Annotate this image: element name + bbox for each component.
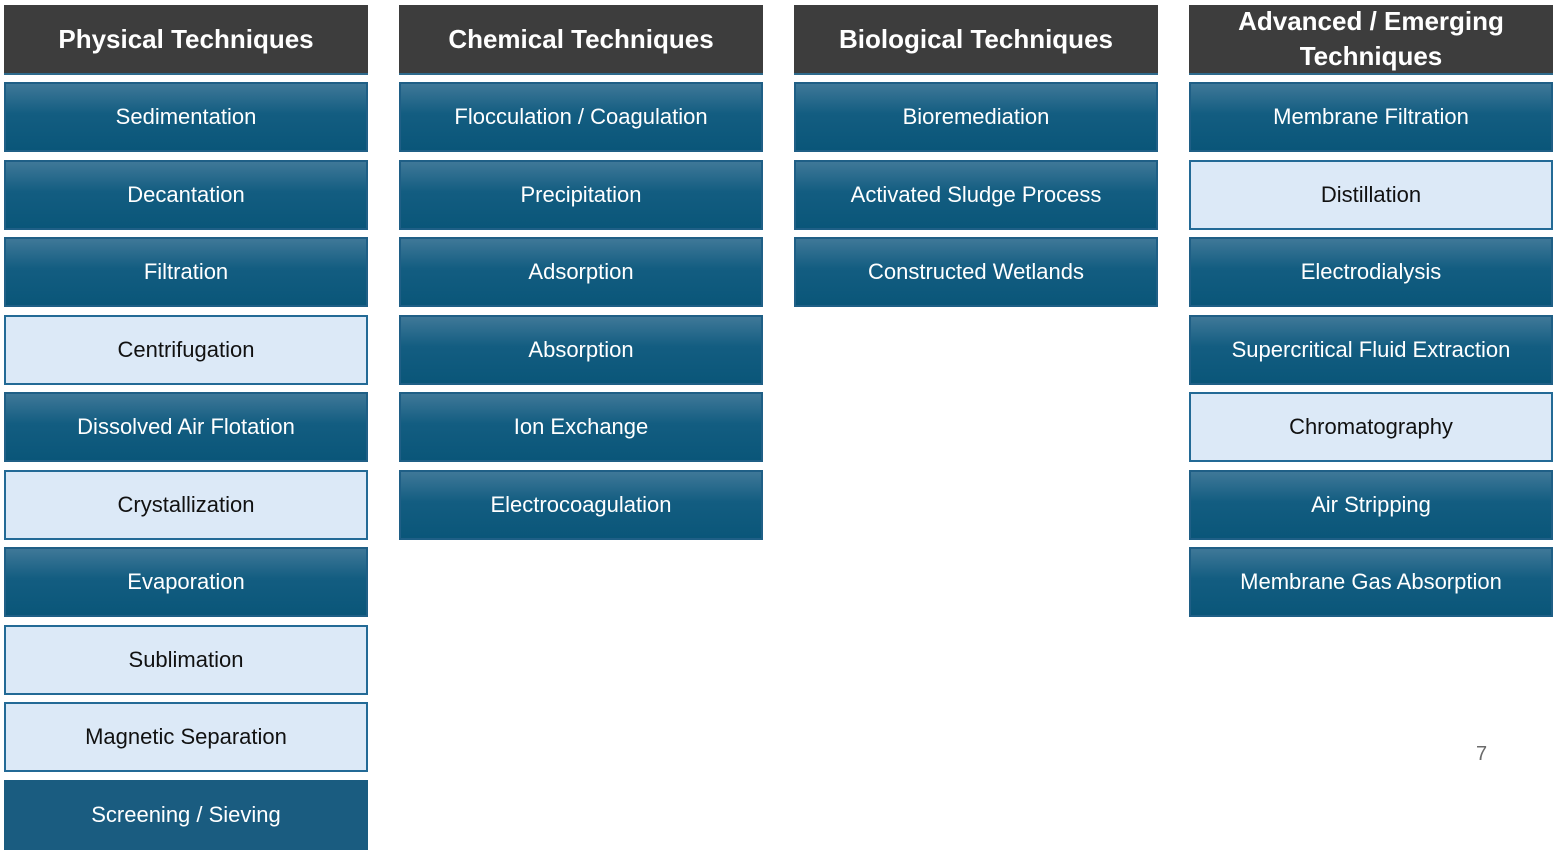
technique-box-dissolved-air-flotation: Dissolved Air Flotation: [4, 392, 368, 462]
technique-box-absorption: Absorption: [399, 314, 763, 385]
technique-box-screening-sieving: Screening / Sieving: [4, 779, 368, 850]
technique-box-constructed-wetlands: Constructed Wetlands: [794, 237, 1158, 307]
technique-box-precipitation: Precipitation: [399, 159, 763, 230]
column-biological-techniques: Biological Techniques Bioremediation Activ…: [794, 5, 1158, 315]
technique-box-membrane-gas-absorption: Membrane Gas Absorption: [1189, 547, 1553, 617]
column-header: Physical Techniques: [4, 5, 368, 75]
column-header: Advanced / Emerging Techniques: [1189, 5, 1553, 75]
technique-box-supercritical-fluid-extraction: Supercritical Fluid Extraction: [1189, 314, 1553, 385]
column-header: Chemical Techniques: [399, 5, 763, 75]
technique-box-decantation: Decantation: [4, 159, 368, 230]
technique-box-electrocoagulation: Electrocoagulation: [399, 469, 763, 540]
technique-box-magnetic-separation: Magnetic Separation: [4, 702, 368, 772]
technique-box-distillation: Distillation: [1189, 159, 1553, 230]
technique-box-bioremediation: Bioremediation: [794, 82, 1158, 152]
technique-box-evaporation: Evaporation: [4, 547, 368, 617]
technique-box-chromatography: Chromatography: [1189, 392, 1553, 462]
technique-box-ion-exchange: Ion Exchange: [399, 392, 763, 462]
technique-box-membrane-filtration: Membrane Filtration: [1189, 82, 1553, 152]
column-advanced-emerging-techniques: Advanced / Emerging Techniques Membrane F…: [1189, 5, 1553, 625]
technique-box-air-stripping: Air Stripping: [1189, 469, 1553, 540]
column-physical-techniques: Physical Techniques Sedimentation Decantat…: [4, 5, 368, 857]
technique-box-centrifugation: Centrifugation: [4, 314, 368, 385]
technique-box-sedimentation: Sedimentation: [4, 82, 368, 152]
technique-box-flocculation-coagulation: Flocculation / Coagulation: [399, 82, 763, 152]
technique-box-electrodialysis: Electrodialysis: [1189, 237, 1553, 307]
technique-box-crystallization: Crystallization: [4, 469, 368, 540]
column-chemical-techniques: Chemical Techniques Flocculation / Coagul…: [399, 5, 763, 547]
technique-box-activated-sludge-process: Activated Sludge Process: [794, 159, 1158, 230]
technique-box-adsorption: Adsorption: [399, 237, 763, 307]
page-number: 7: [1476, 743, 1488, 765]
technique-box-sublimation: Sublimation: [4, 624, 368, 695]
technique-box-filtration: Filtration: [4, 237, 368, 307]
column-header: Biological Techniques: [794, 5, 1158, 75]
